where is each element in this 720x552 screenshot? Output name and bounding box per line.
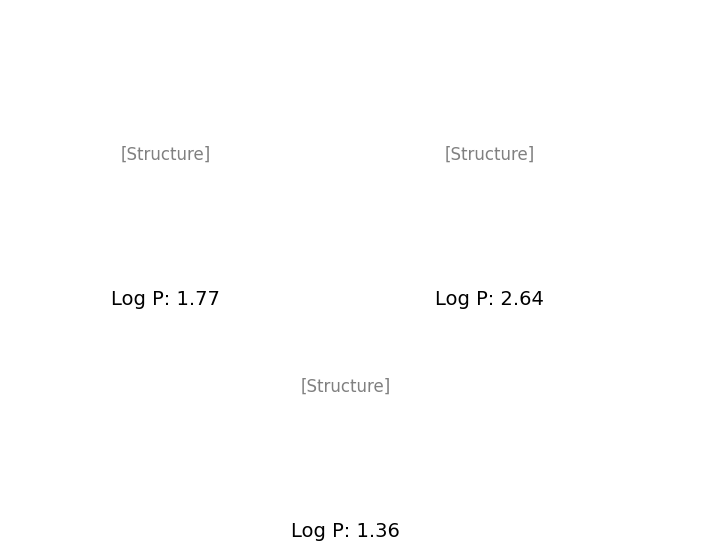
Text: Log P: 1.77: Log P: 1.77 [111, 290, 220, 309]
Text: [Structure]: [Structure] [120, 146, 211, 163]
Text: Log P: 2.64: Log P: 2.64 [435, 290, 544, 309]
Text: Log P: 1.36: Log P: 1.36 [291, 522, 400, 541]
Text: [Structure]: [Structure] [444, 146, 535, 163]
Text: [Structure]: [Structure] [300, 378, 391, 395]
